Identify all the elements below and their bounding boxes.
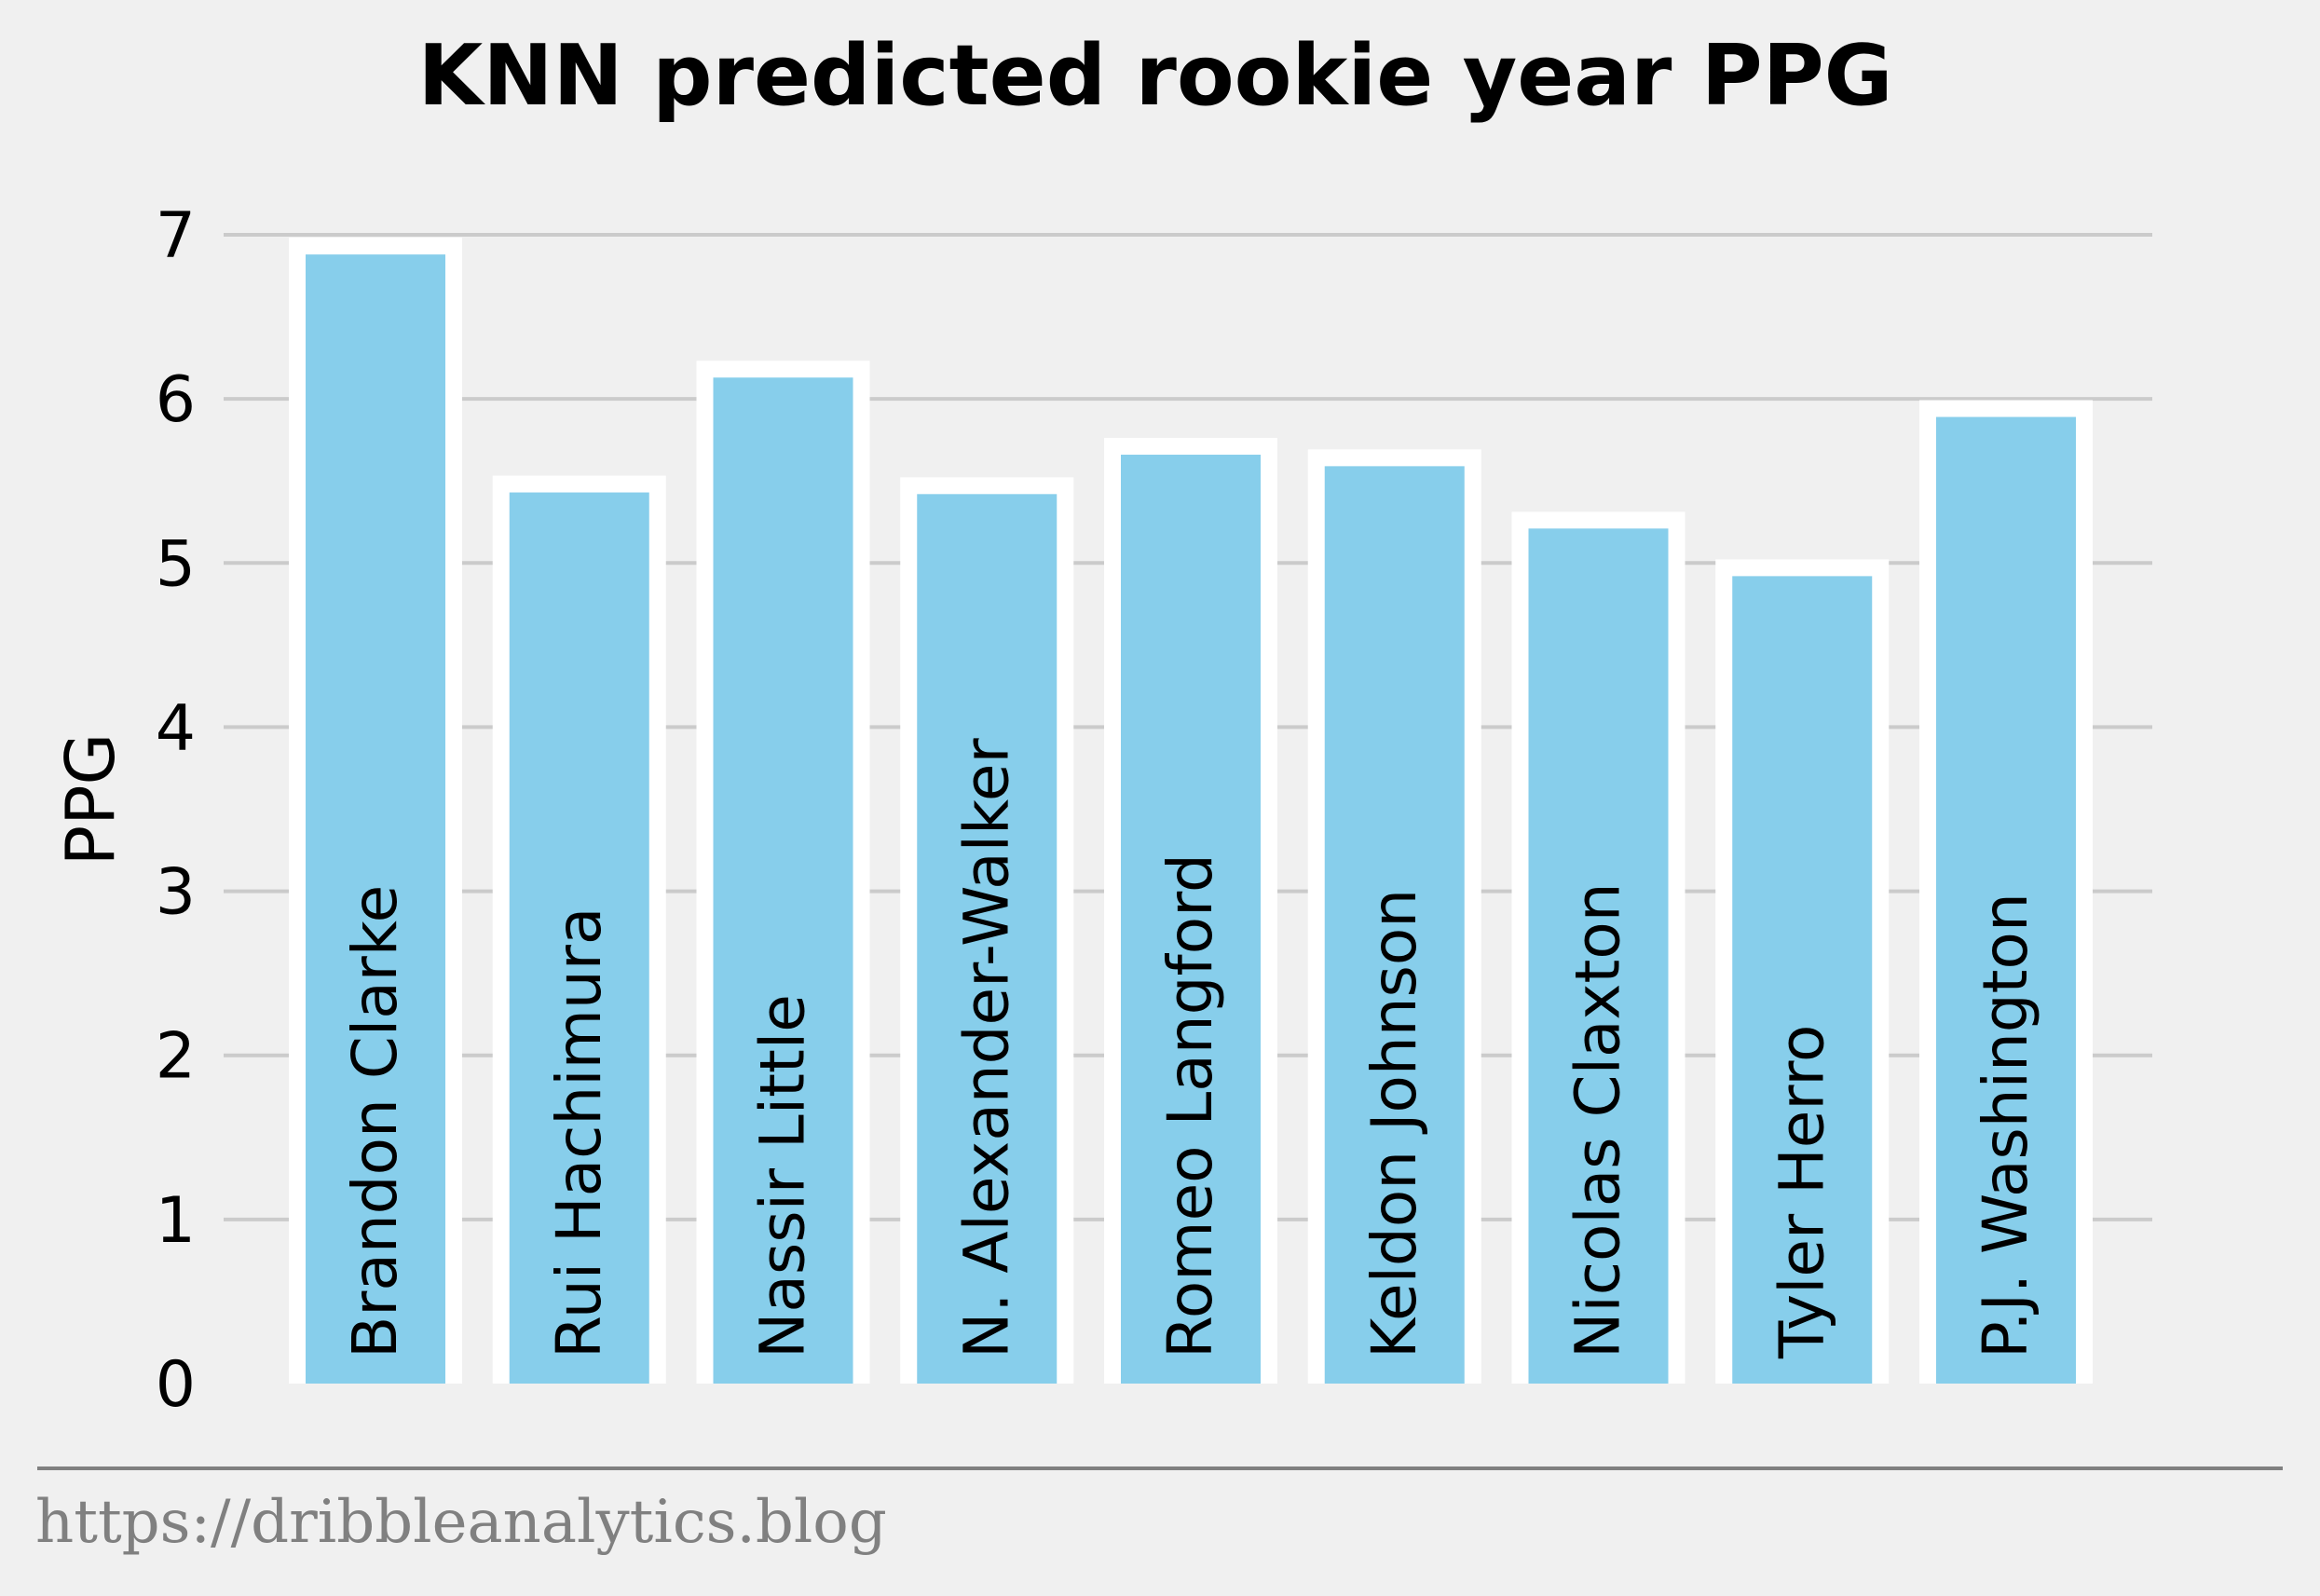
bar-label-1: Rui Hachimura: [543, 907, 615, 1358]
bar-label-5: Keldon Johnson: [1358, 889, 1430, 1358]
bar-8: [1936, 416, 2076, 1385]
bar-label-8: P.J. Washington: [1970, 893, 2041, 1358]
y-axis-label: PPG: [51, 733, 130, 866]
bar-2: [713, 377, 853, 1385]
y-tick-label-3: 3: [156, 856, 196, 930]
y-axis-ticks: 0 1 2 3 4 5 6 7: [156, 199, 196, 1422]
bar-labels: Brandon Clarke Rui Hachimura Nassir Little…: [339, 738, 2041, 1359]
bar-label-2: Nassir Little: [747, 994, 819, 1358]
bar-7: [1732, 576, 1873, 1384]
footer-source-text: https://dribbleanalytics.blog: [35, 1488, 887, 1557]
bar-label-7: Tyler Herro: [1766, 1025, 1837, 1359]
y-tick-label-4: 4: [156, 691, 196, 765]
bar-6: [1528, 528, 1669, 1384]
bar-0: [306, 254, 445, 1384]
y-tick-label-7: 7: [156, 199, 196, 273]
y-tick-label-1: 1: [156, 1184, 196, 1258]
y-tick-label-5: 5: [156, 527, 196, 601]
bar-label-0: Brandon Clarke: [339, 885, 411, 1358]
y-tick-label-2: 2: [156, 1020, 196, 1094]
bar-label-4: Romeo Langford: [1154, 853, 1226, 1358]
bar-1: [509, 492, 649, 1384]
chart-title: KNN predicted rookie year PPG: [417, 27, 1892, 125]
bars: [289, 238, 2093, 1385]
bar-3: [917, 494, 1058, 1384]
bar-5: [1324, 466, 1465, 1384]
y-tick-label-0: 0: [156, 1348, 196, 1422]
bar-label-6: Nicolas Claxton: [1563, 882, 1634, 1358]
y-tick-label-6: 6: [156, 363, 196, 437]
bar-label-3: N. Alexander-Walker: [950, 738, 1022, 1358]
bar-4: [1121, 455, 1261, 1384]
